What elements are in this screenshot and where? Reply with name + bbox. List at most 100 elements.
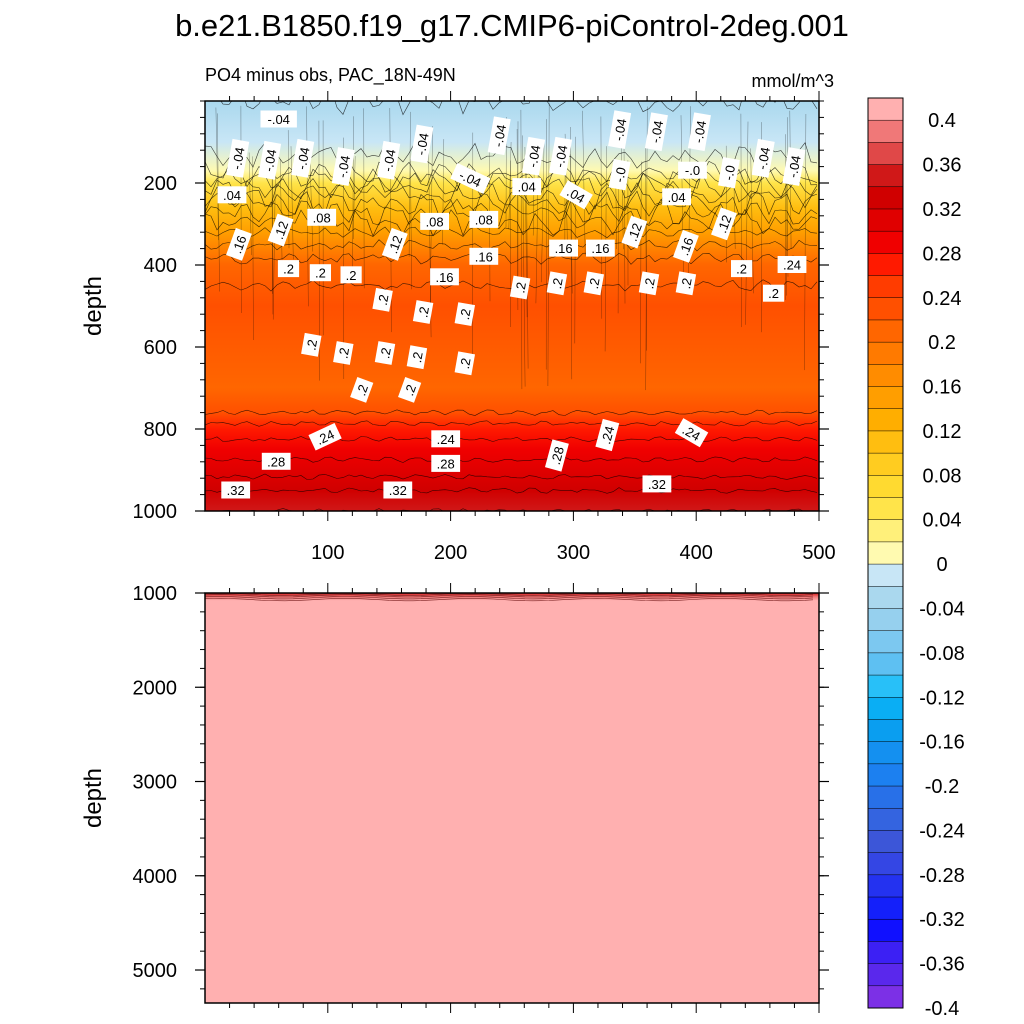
contour-streak xyxy=(740,113,742,328)
contour-label: -.04 xyxy=(687,112,711,152)
svg-text:.28: .28 xyxy=(267,454,285,469)
svg-text:.2: .2 xyxy=(375,293,392,306)
contour-streak xyxy=(309,157,314,252)
colorbar-tick-label: 0.4 xyxy=(928,110,956,132)
contour-label: .04 xyxy=(217,186,247,204)
colorbar-swatch xyxy=(868,786,903,809)
contour-label: .16 xyxy=(586,239,615,257)
contour-label: .12 xyxy=(267,213,294,247)
colorbar-tick-label: 0.28 xyxy=(923,243,962,265)
colorbar-tick-label: -0.32 xyxy=(919,909,965,931)
colorbar-swatch xyxy=(868,120,903,143)
contour-line xyxy=(205,598,814,602)
svg-text:.08: .08 xyxy=(313,210,331,225)
svg-text:.04: .04 xyxy=(518,180,536,195)
contour-streak xyxy=(745,121,749,325)
chart-subtitle: PO4 minus obs, PAC_18N-49N xyxy=(205,65,456,86)
units-label: mmol/m^3 xyxy=(752,71,834,91)
svg-text:.12: .12 xyxy=(714,213,734,235)
contour-label: .16 xyxy=(673,229,699,263)
contour-line xyxy=(205,252,818,265)
contour-streak xyxy=(408,111,411,257)
colorbar-tick-label: 0.24 xyxy=(923,288,962,310)
colorbar-tick-label: 0.04 xyxy=(923,510,962,532)
svg-text:.28: .28 xyxy=(548,445,567,466)
colorbar-swatch xyxy=(868,208,903,232)
contour-label: .04 xyxy=(512,178,542,196)
colorbar-swatch xyxy=(868,386,903,410)
colorbar-tick-label: 0.2 xyxy=(928,332,956,354)
contour-label: .28 xyxy=(544,439,569,472)
svg-text:.16: .16 xyxy=(229,233,249,255)
svg-text:.04: .04 xyxy=(223,188,241,203)
colorbar-swatch xyxy=(868,985,903,1009)
contour-label: .12 xyxy=(381,227,408,261)
colorbar-swatch xyxy=(868,408,903,432)
svg-text:.2: .2 xyxy=(641,277,658,290)
svg-text:-.0: -.0 xyxy=(721,164,738,182)
colorbar-swatch xyxy=(868,586,903,609)
contour-label: .24 xyxy=(674,418,709,448)
contour-streak xyxy=(352,116,354,275)
contour-line xyxy=(205,239,818,252)
contour-label: .2 xyxy=(398,377,422,403)
colorbar-swatch xyxy=(868,541,903,565)
lower-axis-ticks: 1000 2000 3000 4000 5000 xyxy=(133,583,829,1013)
y-tick-label: 1000 xyxy=(133,501,178,523)
contour-label: -.0 xyxy=(718,157,740,189)
contour-label: .08 xyxy=(307,208,337,226)
contour-label: .2 xyxy=(763,284,785,302)
contour-label: -.0 xyxy=(608,159,631,191)
x-tick-label: 100 xyxy=(311,542,344,564)
contour-streak xyxy=(215,107,219,241)
svg-text:.2: .2 xyxy=(335,346,352,359)
colorbar-tick-label: 0.36 xyxy=(923,155,962,177)
svg-text:-.04: -.04 xyxy=(380,148,399,173)
colorbar-swatch xyxy=(868,319,903,343)
colorbar-tick-label: 0.16 xyxy=(923,377,962,399)
svg-text:-.04: -.04 xyxy=(648,119,667,144)
svg-text:.2: .2 xyxy=(377,346,394,359)
contour-streak xyxy=(410,159,412,290)
svg-text:-.04: -.04 xyxy=(785,154,804,179)
svg-text:.32: .32 xyxy=(227,483,245,498)
y-tick-label: 600 xyxy=(144,337,177,359)
svg-text:-.04: -.04 xyxy=(754,146,773,171)
svg-text:.2: .2 xyxy=(415,305,432,318)
contour-label: .32 xyxy=(383,481,413,499)
colorbar-tick-label: -0.4 xyxy=(925,998,959,1020)
colorbar-swatch xyxy=(868,564,903,587)
contour-label: .2 xyxy=(277,260,300,278)
contour-label: .28 xyxy=(261,452,291,470)
svg-text:.24: .24 xyxy=(598,424,617,445)
colorbar-swatch xyxy=(868,231,903,254)
contour-label: .2 xyxy=(731,260,753,278)
svg-text:.2: .2 xyxy=(401,382,419,397)
contour-line xyxy=(205,473,818,480)
contour-line xyxy=(205,279,818,292)
contour-streak xyxy=(532,162,535,236)
contour-label: .08 xyxy=(469,210,499,228)
svg-text:-.04: -.04 xyxy=(334,154,353,179)
colorbar-swatch xyxy=(868,164,903,188)
svg-text:.2: .2 xyxy=(678,277,695,290)
colorbar-tick-label: -0.16 xyxy=(919,732,965,754)
colorbar-swatch xyxy=(868,941,903,964)
contour-label: .2 xyxy=(340,266,362,284)
colorbar-swatch xyxy=(868,342,903,365)
svg-text:.2: .2 xyxy=(283,262,294,277)
colorbar-swatch xyxy=(868,675,903,698)
colorbar-tick-label: 0.12 xyxy=(923,421,962,443)
colorbar-tick-label: -0.2 xyxy=(925,776,959,798)
colorbar-swatch xyxy=(868,897,903,920)
y-tick-label: 1000 xyxy=(133,583,178,605)
contour-label: -.04 xyxy=(487,116,511,156)
svg-text:-.04: -.04 xyxy=(525,144,544,169)
contour-label: -.04 xyxy=(644,112,668,152)
contour-label: -.04 xyxy=(549,136,573,176)
contour-label: .24 xyxy=(595,418,620,452)
contour-streak xyxy=(645,146,647,351)
contour-label: .08 xyxy=(420,212,449,230)
contour-streak xyxy=(248,152,252,256)
